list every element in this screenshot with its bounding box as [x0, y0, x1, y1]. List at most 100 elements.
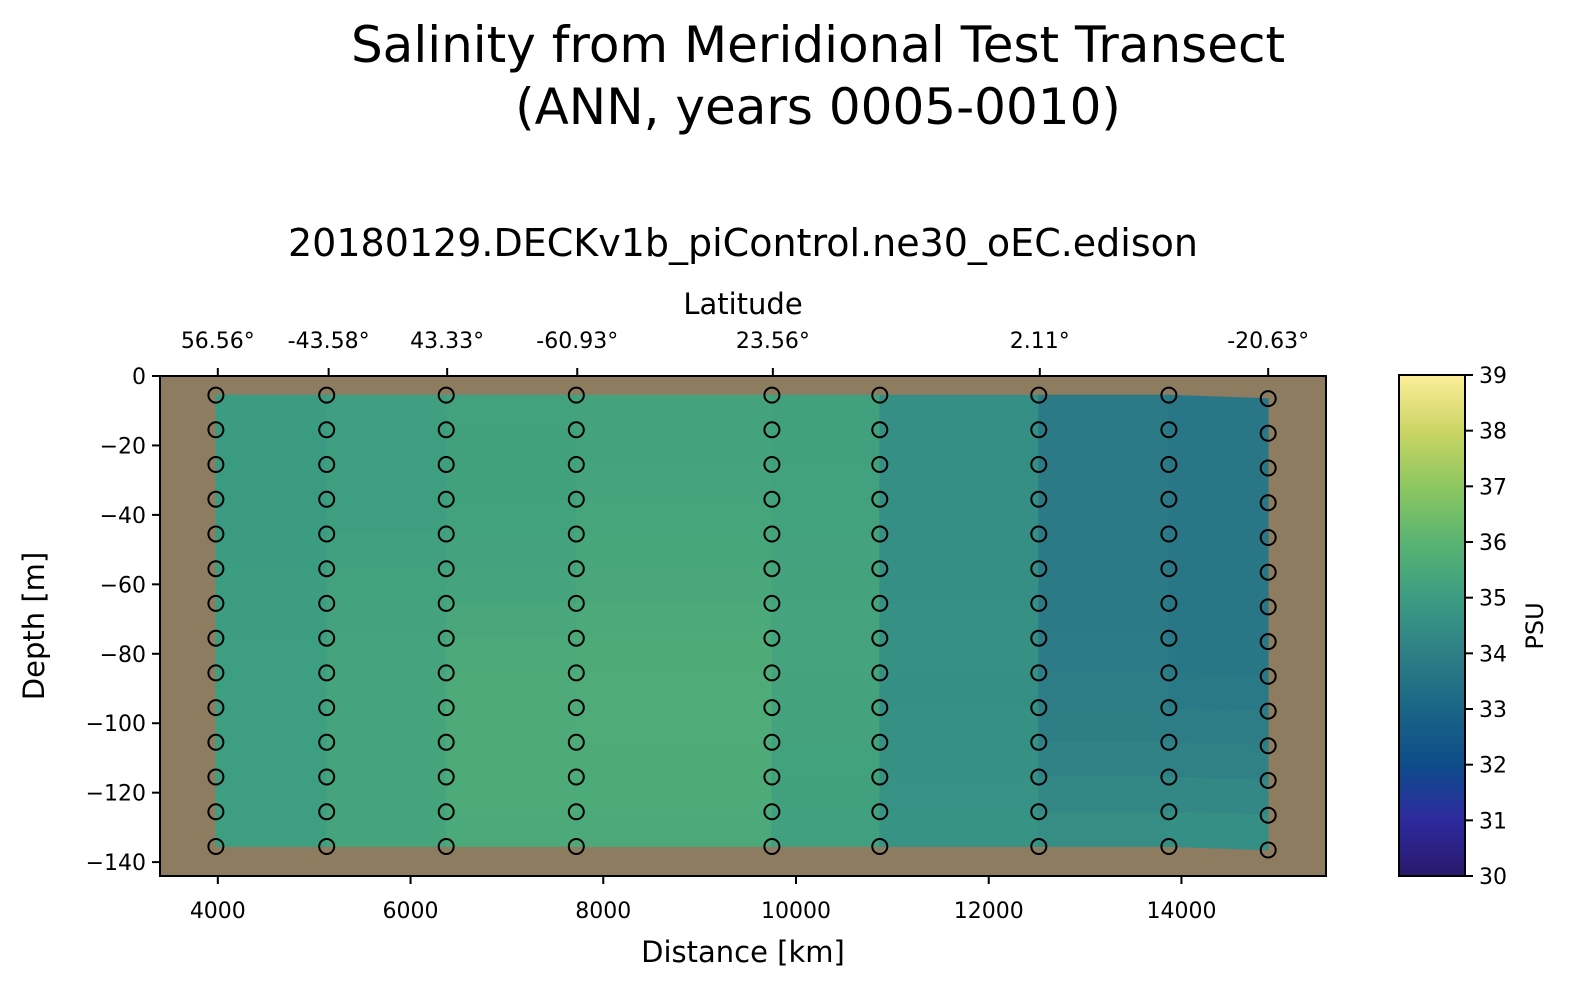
station-marker: [207, 421, 225, 439]
salinity-cell: [879, 776, 1040, 813]
salinity-cell: [879, 568, 1040, 604]
salinity-cell: [215, 464, 328, 500]
x-tick-label: 4000: [190, 899, 246, 924]
top-latitude-axis: 56.56° -43.58° 43.33° -60.93° 23.56° 2.11° -20…: [181, 329, 1309, 376]
salinity-cell: [215, 811, 328, 847]
station-marker: [1160, 456, 1178, 473]
station-marker: [871, 560, 889, 578]
top-tick-label: 23.56°: [736, 329, 810, 354]
station-marker: [1160, 733, 1178, 751]
salinity-cell: [1168, 637, 1269, 677]
top-axis-label: Latitude: [683, 287, 802, 321]
x-axis-label: Distance [km]: [641, 935, 845, 969]
station-marker: [1160, 421, 1178, 439]
station-marker: [1259, 841, 1277, 859]
salinity-cell: [215, 672, 328, 708]
station-marker: [1030, 699, 1048, 717]
salinity-cell: [1168, 533, 1269, 573]
station-marker: [763, 456, 781, 473]
station-marker: [567, 490, 585, 508]
salinity-cell: [879, 741, 1040, 778]
salinity-field: [215, 394, 1269, 851]
salinity-cell: [445, 637, 577, 674]
station-marker: [567, 629, 585, 647]
salinity-cell: [215, 603, 328, 639]
station-marker: [1030, 733, 1048, 751]
salinity-cell: [445, 568, 577, 604]
salinity-cell: [445, 394, 577, 431]
station-marker: [1259, 772, 1277, 789]
salinity-cell: [879, 672, 1040, 708]
station-marker: [1259, 459, 1277, 477]
station-marker: [1259, 598, 1277, 616]
station-marker: [1030, 560, 1048, 578]
station-marker: [567, 594, 585, 612]
salinity-cell: [575, 533, 773, 570]
salinity-cell: [1168, 741, 1269, 781]
salinity-cell: [1038, 741, 1170, 778]
station-marker: [871, 664, 889, 682]
station-marker: [207, 525, 225, 543]
station-marker: [207, 733, 225, 751]
station-marker: [1030, 664, 1048, 682]
salinity-cell: [771, 568, 881, 604]
station-marker: [437, 664, 455, 682]
y-axis: 0 −20 −40 −60 −80 −100 −120 −140: [86, 365, 160, 876]
salinity-cell: [1038, 776, 1170, 813]
salinity-cell: [326, 464, 447, 500]
salinity-cell: [326, 533, 447, 570]
y-tick-label: −120: [86, 782, 146, 807]
salinity-cell: [1038, 429, 1170, 465]
station-marker: [437, 421, 455, 439]
station-marker: [318, 456, 336, 473]
salinity-cell: [1168, 602, 1269, 643]
salinity-cell: [326, 429, 447, 465]
salinity-cell: [575, 464, 773, 500]
y-tick-label: −60: [100, 573, 146, 598]
y-tick-label: −40: [100, 504, 146, 529]
station-marker: [567, 456, 585, 473]
station-marker: [437, 594, 455, 612]
station-marker: [871, 421, 889, 439]
salinity-cell: [1038, 498, 1170, 535]
salinity-cell: [326, 637, 447, 674]
salinity-cell: [1038, 464, 1170, 500]
salinity-cell: [771, 707, 881, 743]
salinity-cell: [575, 672, 773, 708]
station-marker: [318, 733, 336, 751]
salinity-cell: [1038, 637, 1170, 674]
station-marker: [871, 525, 889, 543]
x-tick-label: 8000: [575, 899, 631, 924]
station-marker: [1259, 529, 1277, 546]
station-marker: [1030, 838, 1048, 855]
station-marker: [437, 629, 455, 647]
salinity-cell: [771, 811, 881, 847]
station-marker: [763, 525, 781, 543]
y-tick-label: −20: [100, 434, 146, 459]
station-marker: [207, 768, 225, 786]
salinity-cell: [1038, 672, 1170, 708]
colorbar: 30 31 32 33 34 35 36 37 38 39 PSU: [1398, 364, 1549, 890]
station-marker: [567, 421, 585, 439]
station-marker: [1160, 490, 1178, 508]
station-marker: [763, 768, 781, 786]
colorbar-tick-label: 35: [1479, 587, 1507, 612]
salinity-cell: [575, 741, 773, 778]
colorbar-tick-label: 38: [1479, 420, 1507, 445]
colorbar-tick-label: 31: [1479, 809, 1507, 834]
salinity-cell: [575, 707, 773, 743]
station-marker: [763, 490, 781, 508]
station-marker: [1030, 768, 1048, 786]
salinity-cell: [771, 533, 881, 570]
station-marker: [871, 768, 889, 786]
colorbar-tick-label: 30: [1479, 865, 1507, 890]
station-marker: [1030, 594, 1048, 612]
station-marker: [567, 803, 585, 821]
salinity-cell: [445, 498, 577, 535]
station-marker: [1259, 424, 1277, 442]
station-marker: [1030, 629, 1048, 647]
top-tick-label: 43.33°: [410, 329, 484, 354]
station-marker: [871, 803, 889, 821]
salinity-cell: [771, 637, 881, 674]
salinity-cell: [1168, 811, 1269, 851]
